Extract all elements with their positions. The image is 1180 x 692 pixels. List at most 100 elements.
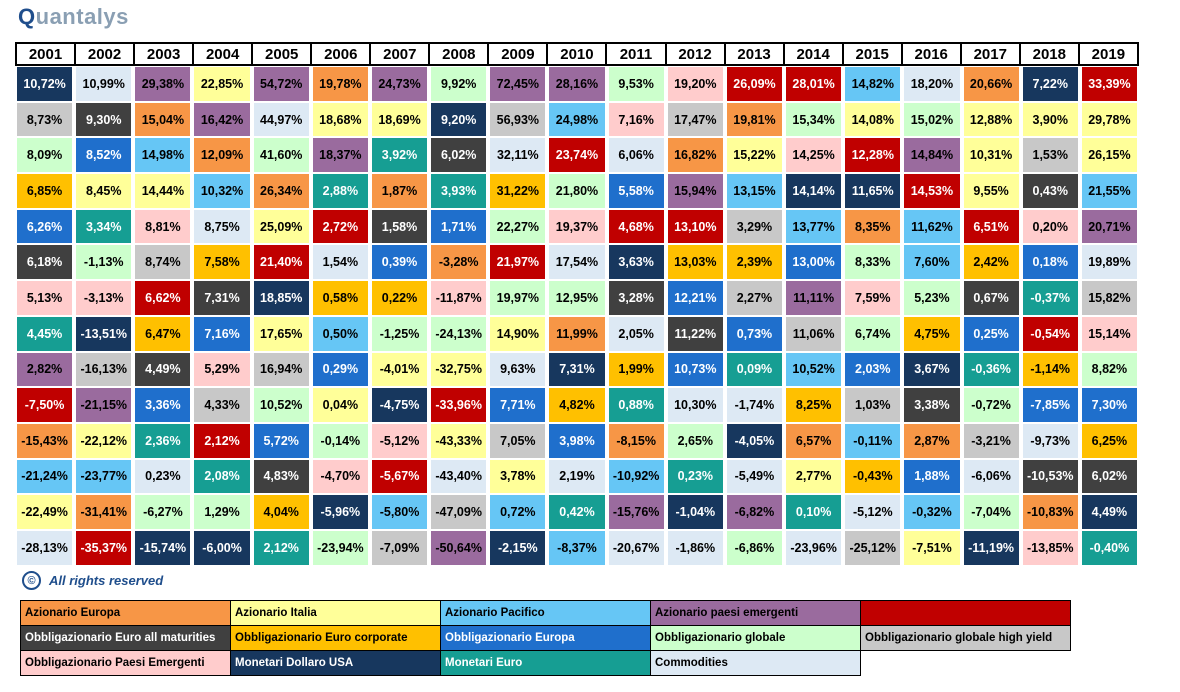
return-cell: 16,42%	[194, 102, 250, 137]
return-cell: 2,08%	[194, 459, 250, 494]
return-cell: -0,37%	[1022, 281, 1078, 315]
return-cell: -13,85%	[1022, 530, 1078, 565]
return-cell: 18,85%	[253, 281, 309, 315]
return-cell: 2,82%	[17, 352, 73, 387]
return-cell: 17,47%	[667, 102, 723, 137]
return-cell: -6,27%	[135, 495, 191, 529]
table-row: -21,24% -23,77% 0,23% 2,08% 4,83% -4,70% -5,67…	[15, 459, 1139, 495]
return-cell: 2,05%	[608, 316, 664, 351]
return-cell: 22,85%	[194, 67, 250, 101]
return-cell: 1,87%	[371, 174, 428, 208]
return-cell: 17,65%	[253, 316, 309, 351]
legend-item: Azionario Europa	[21, 601, 231, 626]
return-cell: -8,15%	[608, 423, 664, 458]
return-cell: -1,13%	[76, 245, 132, 280]
return-cell: 8,74%	[135, 245, 191, 280]
return-cell: 19,37%	[549, 209, 605, 244]
table-row: 6,18% -1,13% 8,74% 7,58% 21,40% 1,54% 0,39% -3,…	[15, 244, 1139, 280]
return-cell: -6,00%	[194, 530, 250, 565]
return-cell: 2,88%	[312, 174, 368, 208]
return-cell: 2,36%	[135, 423, 191, 458]
return-cell: 14,84%	[904, 138, 960, 173]
return-cell: 3,67%	[904, 352, 960, 387]
year-header-row: 2001 2002 2003 2004 2005 2006 2007 2008 2009 2010…	[15, 42, 1139, 66]
return-cell: 6,02%	[431, 138, 487, 173]
return-cell: -1,14%	[1022, 352, 1078, 387]
year-header-2002: 2002	[76, 44, 136, 64]
return-cell: 4,82%	[549, 388, 605, 422]
return-cell: 11,06%	[786, 316, 842, 351]
return-cell: 0,73%	[726, 316, 783, 351]
return-cell: 3,36%	[135, 388, 191, 422]
return-cell: 7,30%	[1081, 388, 1137, 422]
return-cell: 2,77%	[786, 459, 842, 494]
return-cell: 19,20%	[667, 67, 723, 101]
return-cell: 31,22%	[490, 174, 546, 208]
return-cell: 3,38%	[904, 388, 960, 422]
return-cell: 19,97%	[490, 281, 546, 315]
return-cell: 13,03%	[667, 245, 723, 280]
return-cell: 14,25%	[786, 138, 842, 173]
year-header-2005: 2005	[253, 44, 313, 64]
return-cell: -1,04%	[667, 495, 723, 529]
return-cell: 18,37%	[312, 138, 368, 173]
return-cell: 8,33%	[845, 245, 901, 280]
return-cell: 2,65%	[667, 423, 723, 458]
return-cell: 33,39%	[1081, 67, 1137, 101]
return-cell: -35,37%	[76, 530, 132, 565]
return-cell: 6,85%	[17, 174, 73, 208]
return-cell: 16,94%	[253, 352, 309, 387]
return-cell: 0,39%	[371, 245, 428, 280]
year-header-2003: 2003	[135, 44, 195, 64]
table-row: -28,13% -35,37% -15,74% -6,00% 2,12% -23,94% -…	[15, 530, 1139, 566]
return-cell: -32,75%	[431, 352, 487, 387]
return-cell: 14,53%	[904, 174, 960, 208]
return-cell: 17,54%	[549, 245, 605, 280]
legend-item: Obbligazionario Europa	[441, 626, 651, 651]
return-cell: -6,06%	[963, 459, 1019, 494]
return-cell: 0,09%	[726, 352, 783, 387]
return-cell: -16,13%	[76, 352, 132, 387]
return-cell: -7,51%	[904, 530, 960, 565]
return-cell: 7,16%	[194, 316, 250, 351]
return-cell: -8,37%	[549, 530, 605, 565]
return-cell: 5,29%	[194, 352, 250, 387]
return-cell: -4,75%	[371, 388, 428, 422]
return-cell: 0,42%	[549, 495, 605, 529]
return-cell: -0,11%	[845, 423, 901, 458]
return-cell: 1,03%	[845, 388, 901, 422]
return-cell: -3,13%	[76, 281, 132, 315]
return-cell: 41,60%	[253, 138, 309, 173]
return-cell: 15,04%	[135, 102, 191, 137]
return-cell: -0,14%	[312, 423, 368, 458]
return-cell: 9,55%	[963, 174, 1019, 208]
return-cell: 0,22%	[371, 281, 428, 315]
return-cell: 9,20%	[431, 102, 487, 137]
return-cell: 20,71%	[1081, 209, 1137, 244]
year-header-2001: 2001	[17, 44, 77, 64]
return-cell: 4,68%	[608, 209, 664, 244]
return-cell: -5,80%	[371, 495, 428, 529]
return-cell: -5,49%	[726, 459, 783, 494]
return-cell: -9,73%	[1022, 423, 1078, 458]
return-cell: 25,09%	[253, 209, 309, 244]
return-cell: 9,30%	[76, 102, 132, 137]
return-cell: -6,82%	[726, 495, 783, 529]
return-cell: -3,28%	[431, 245, 487, 280]
legend-item: Monetari Dollaro USA	[231, 651, 441, 676]
return-cell: 10,52%	[253, 388, 309, 422]
return-cell: 8,82%	[1081, 352, 1137, 387]
return-cell: -15,43%	[17, 423, 73, 458]
return-cell: 0,25%	[963, 316, 1019, 351]
year-header-2012: 2012	[667, 44, 726, 64]
return-cell: 4,04%	[253, 495, 309, 529]
return-cell: 12,09%	[194, 138, 250, 173]
return-cell: 15,94%	[667, 174, 723, 208]
return-cell: 13,10%	[667, 209, 723, 244]
return-cell: 10,30%	[667, 388, 723, 422]
table-row: 2,82% -16,13% 4,49% 5,29% 16,94% 0,29% -4,01% -…	[15, 352, 1139, 388]
return-cell: 7,58%	[194, 245, 250, 280]
table-body: 10,72% 10,99% 29,38% 22,85% 54,72% 19,78% 24,7…	[15, 66, 1139, 566]
return-cell: 12,88%	[963, 102, 1019, 137]
return-cell: 16,82%	[667, 138, 723, 173]
